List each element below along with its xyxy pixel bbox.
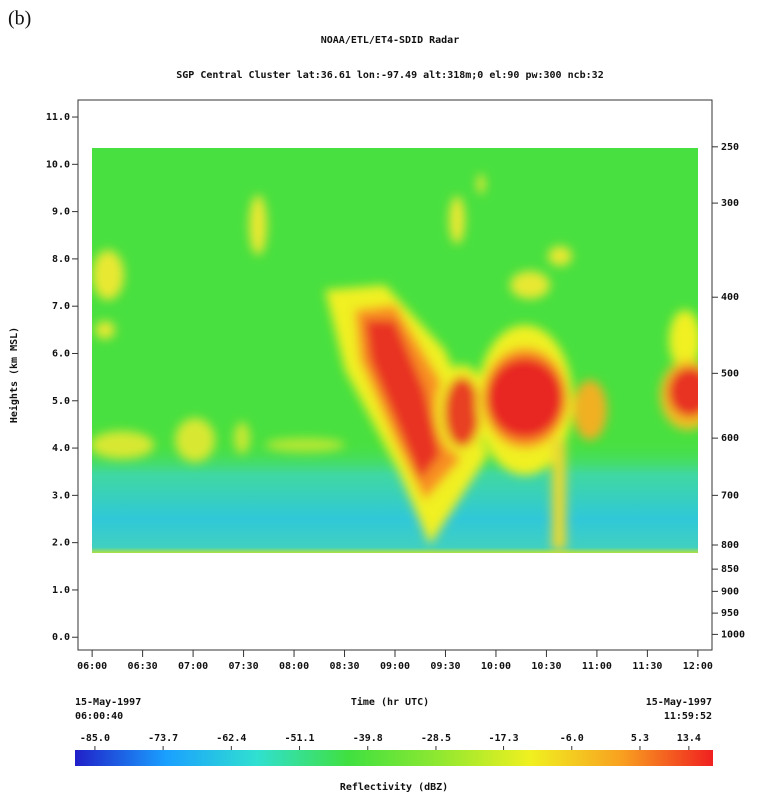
colorbar-tick-label: -51.1	[284, 733, 314, 744]
y2-tick-label: 800	[721, 540, 739, 551]
x-tick-label: 09:30	[430, 661, 460, 672]
y-axis-label: Heights (km MSL)	[8, 327, 20, 423]
colorbar-tick-label: -73.7	[148, 733, 178, 744]
y-tick-label: 2.0	[52, 538, 70, 549]
x-tick-label: 07:30	[229, 661, 259, 672]
x-tick-label: 10:30	[531, 661, 561, 672]
x-tick-label: 06:30	[128, 661, 158, 672]
y-tick-label: 1.0	[52, 585, 70, 596]
colorbar-tick-label: -17.3	[488, 733, 518, 744]
start-time: 06:00:40	[75, 711, 123, 722]
end-date: 15-May-1997	[646, 697, 712, 708]
y-tick-label: 9.0	[52, 207, 70, 218]
reflectivity-field	[92, 148, 698, 553]
y-tick-label: 6.0	[52, 348, 70, 359]
y2-tick-label: 700	[721, 490, 739, 501]
x-tick-label: 06:00	[77, 661, 107, 672]
end-time: 11:59:52	[664, 711, 712, 722]
colorbar-tick-label: -85.0	[80, 733, 110, 744]
y2-tick-label: 900	[721, 586, 739, 597]
chart-subtitle: SGP Central Cluster lat:36.61 lon:-97.49…	[176, 70, 603, 81]
colorbar	[75, 750, 713, 766]
y-tick-label: 3.0	[52, 490, 70, 501]
y2-tick-label: 950	[721, 608, 739, 619]
y-tick-label: 11.0	[46, 112, 70, 123]
colorbar-tick-label: 13.4	[677, 733, 701, 744]
x-tick-label: 08:30	[329, 661, 359, 672]
x-axis-label: Time (hr UTC)	[351, 696, 429, 708]
y2-tick-label: 600	[721, 433, 739, 444]
y2-tick-label: 300	[721, 198, 739, 209]
y-tick-label: 5.0	[52, 396, 70, 407]
y2-tick-label: 250	[721, 142, 739, 153]
colorbar-tick-label: 5.3	[631, 733, 649, 744]
y2-tick-label: 500	[721, 368, 739, 379]
colorbar-tick-label: -6.0	[560, 733, 584, 744]
y2-tick-label: 1000	[721, 629, 745, 640]
x-tick-label: 07:00	[178, 661, 208, 672]
y-tick-label: 4.0	[52, 443, 70, 454]
x-tick-label: 08:00	[279, 661, 309, 672]
y-tick-label: 0.0	[52, 632, 70, 643]
colorbar-label: Reflectivity (dBZ)	[340, 781, 448, 793]
y-tick-label: 7.0	[52, 301, 70, 312]
y-tick-label: 8.0	[52, 254, 70, 265]
x-tick-label: 10:00	[481, 661, 511, 672]
colorbar-tick-label: -39.8	[353, 733, 383, 744]
chart-title: NOAA/ETL/ET4-SDID Radar	[321, 35, 459, 46]
y2-tick-label: 850	[721, 564, 739, 575]
start-date: 15-May-1997	[75, 697, 141, 708]
y-tick-label: 10.0	[46, 159, 70, 170]
panel-label: (b)	[8, 8, 31, 30]
x-tick-label: 11:00	[582, 661, 612, 672]
x-tick-label: 09:00	[380, 661, 410, 672]
x-tick-label: 12:00	[683, 661, 713, 672]
y2-tick-label: 400	[721, 292, 739, 303]
x-tick-label: 11:30	[632, 661, 662, 672]
colorbar-tick-label: -28.5	[421, 733, 451, 744]
colorbar-tick-label: -62.4	[216, 733, 246, 744]
